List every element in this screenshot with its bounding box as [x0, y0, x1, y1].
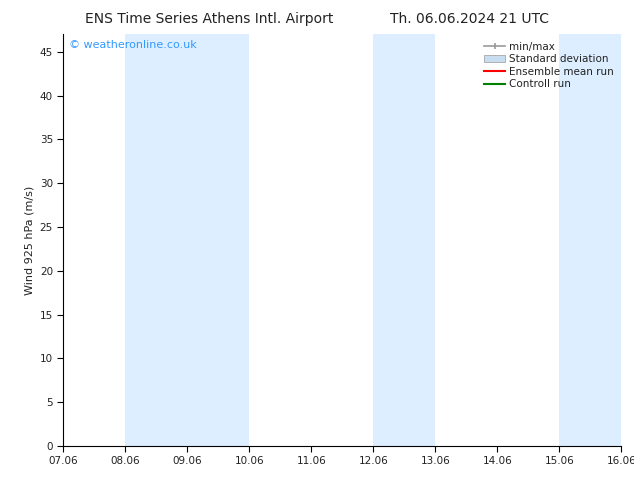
Legend: min/max, Standard deviation, Ensemble mean run, Controll run: min/max, Standard deviation, Ensemble me…	[482, 40, 616, 92]
Text: © weatheronline.co.uk: © weatheronline.co.uk	[69, 41, 197, 50]
Text: ENS Time Series Athens Intl. Airport: ENS Time Series Athens Intl. Airport	[85, 12, 333, 26]
Bar	[126, 34, 249, 446]
Text: Th. 06.06.2024 21 UTC: Th. 06.06.2024 21 UTC	[390, 12, 548, 26]
Y-axis label: Wind 925 hPa (m/s): Wind 925 hPa (m/s)	[24, 186, 34, 294]
Bar	[373, 34, 436, 446]
Bar	[559, 34, 621, 446]
